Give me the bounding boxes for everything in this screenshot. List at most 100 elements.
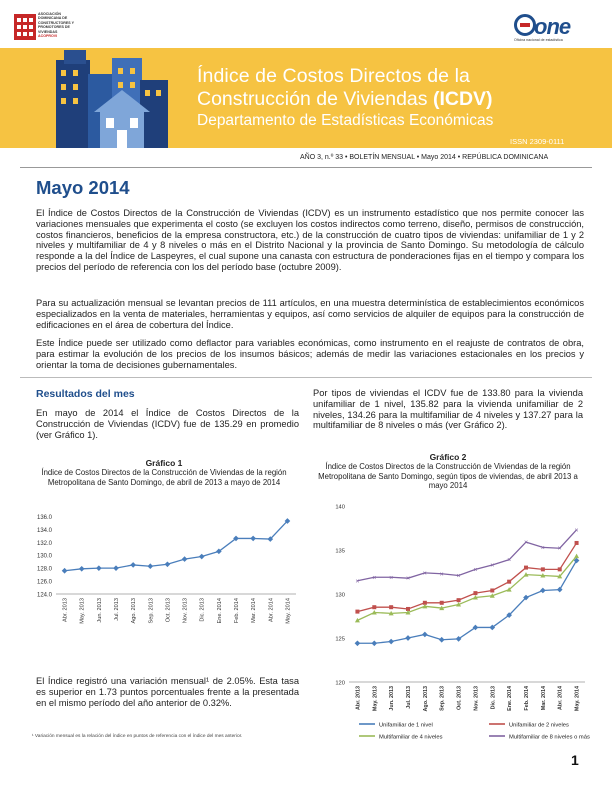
x-tick-label: Feb. 2014 — [524, 686, 530, 711]
data-point: × — [457, 573, 461, 580]
issue-meta: AÑO 3, n.º 33 • BOLETÍN MENSUAL • Mayo 2… — [300, 154, 549, 161]
x-tick-label: Mar. 2014 — [541, 686, 547, 710]
graph2-subtitle: Índice de Costos Directos de la Construc… — [318, 462, 578, 491]
data-point — [490, 588, 495, 593]
x-tick-label: May. 2014 — [285, 598, 291, 624]
data-point — [489, 593, 495, 598]
data-point: × — [558, 546, 562, 553]
data-point — [455, 636, 462, 642]
data-point: × — [524, 540, 528, 547]
data-point — [147, 563, 154, 570]
data-point — [557, 567, 562, 572]
x-tick-label: May. 2013 — [80, 598, 86, 624]
data-point — [438, 636, 445, 643]
results-right-text: Por tipos de viviendas el ICDV fue de 13… — [313, 388, 583, 431]
data-point — [472, 624, 479, 631]
footnote: ¹ Variación mensual es la relación del í… — [32, 734, 243, 739]
x-tick-label: Jun. 2013 — [97, 598, 103, 623]
data-point — [489, 624, 496, 631]
data-point — [354, 640, 361, 647]
divider — [20, 167, 592, 168]
page-number: 1 — [571, 752, 579, 768]
graph2-title: Gráfico 2 — [429, 452, 467, 462]
data-point — [130, 562, 136, 568]
x-tick-label: Nov. 2013 — [473, 686, 479, 711]
data-point — [473, 591, 478, 596]
data-point: × — [440, 571, 444, 578]
graph1-subtitle: Índice de Costos Directos de la Construc… — [41, 468, 287, 487]
title-main: Construcción de Viviendas — [197, 88, 428, 110]
graph1-title: Gráfico 1 — [145, 458, 183, 468]
org-line: ACOPROVI — [38, 34, 58, 39]
x-tick-label: Ago. 2013 — [423, 686, 429, 711]
data-point — [164, 561, 171, 568]
data-point — [422, 631, 428, 638]
y-tick-label: 125 — [335, 637, 345, 643]
org-line: PROMOTORES DE — [38, 25, 70, 30]
data-point — [574, 540, 579, 545]
series-line — [357, 555, 578, 621]
x-tick-label: Nov. 2013 — [183, 598, 189, 623]
x-tick-label: Sep. 2013 — [148, 598, 154, 624]
x-tick-label: Abr. 2014 — [268, 598, 274, 622]
data-point — [422, 600, 427, 605]
chart-1: 124.0 126.0 128.0 130.0 132.0 134.0 136.0 Abr. … — [37, 515, 296, 624]
y-tick-label: 126.0 — [37, 580, 53, 586]
x-tick-label: Dic. 2013 — [200, 598, 206, 622]
series-line — [64, 520, 288, 572]
graph1-caption: Gráfico 1 Índice de Costos Directos de l… — [28, 458, 300, 487]
x-tick-label: Ago. 2013 — [131, 598, 137, 624]
issn: ISSN 2309-0111 — [510, 137, 565, 146]
data-point — [439, 600, 444, 605]
data-point — [507, 579, 512, 584]
data-point — [198, 553, 205, 560]
data-point — [250, 535, 256, 542]
data-point — [557, 573, 563, 579]
org-line: DOMINICANA DE — [38, 16, 68, 21]
data-point — [472, 595, 478, 600]
y-tick-label: 124.0 — [37, 593, 53, 599]
data-point: × — [355, 578, 359, 585]
data-point — [372, 605, 377, 610]
series-line — [357, 542, 578, 613]
data-point — [524, 565, 528, 570]
chart-2: 120 125 130 135 140 Abr. 2013 May. 2013 Jun. 20… — [335, 505, 590, 741]
data-point — [506, 587, 512, 592]
data-point — [439, 605, 445, 611]
page-title-line1: Índice de Costos Directos de la — [197, 65, 470, 87]
acoprovi-text: ASOCIACIÓN DOMINICANA DE CONSTRUCTORES Y… — [38, 12, 108, 38]
x-tick-label: Oct. 2013 — [457, 686, 463, 710]
buildings-illustration — [56, 50, 168, 148]
data-point: × — [389, 575, 393, 582]
page-title-line2: Construcción de Viviendas (ICDV) — [197, 88, 493, 111]
legend-label: Multifamiliar de 8 niveles o más — [509, 735, 590, 741]
y-tick-label: 135 — [335, 549, 345, 555]
org-line: CONSTRUCTORES Y — [38, 20, 75, 25]
results-heading: Resultados del mes — [36, 388, 135, 400]
data-point: × — [406, 576, 410, 583]
data-point: × — [541, 545, 545, 552]
data-point — [456, 602, 462, 607]
series-line — [357, 560, 578, 644]
data-point — [96, 565, 102, 571]
data-point — [556, 586, 563, 593]
intro-paragraph: El Índice de Costos Directos de la Const… — [36, 208, 584, 272]
x-tick-label: Jul. 2013 — [406, 686, 412, 709]
one-logo-mark — [514, 14, 536, 36]
data-point — [406, 606, 410, 611]
one-subtitle: Oficina nacional de estadística — [514, 38, 563, 42]
data-point — [78, 565, 85, 572]
x-tick-label: Jul. 2013 — [114, 598, 120, 621]
y-tick-label: 120 — [335, 681, 345, 687]
data-point: × — [473, 567, 477, 574]
data-point — [405, 609, 411, 615]
y-tick-label: 130.0 — [37, 554, 53, 560]
usage-paragraph: Este Índice puede ser utilizado como def… — [36, 338, 584, 370]
org-line: ASOCIACIÓN — [38, 12, 61, 16]
x-tick-label: Abr. 2014 — [558, 686, 564, 710]
x-tick-label: Jun. 2013 — [389, 686, 395, 711]
x-tick-label: Abr. 2013 — [355, 686, 361, 710]
data-point — [540, 567, 545, 572]
x-tick-label: Mar. 2014 — [251, 598, 257, 623]
y-tick-label: 134.0 — [37, 528, 53, 534]
